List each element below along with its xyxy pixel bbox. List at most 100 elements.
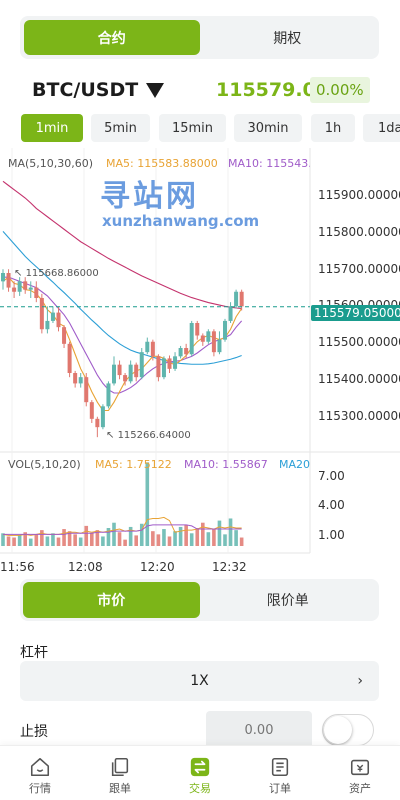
candle-body [78, 377, 83, 384]
candle-body [184, 348, 189, 355]
timeframe-5min[interactable]: 5min [91, 114, 150, 142]
vol-ma5-line [2, 516, 242, 536]
watermark-url: xunzhanwang.com [102, 212, 260, 230]
tab-limit-order[interactable]: 限价单 [266, 593, 309, 609]
y-tick-label: 115800.00000 [318, 225, 400, 239]
bottom-nav: 行情 跟单 交易 订单 资产 [0, 745, 400, 800]
candle-body [45, 320, 50, 330]
leverage-selector[interactable]: 1X › [20, 661, 379, 701]
timeframe-1day[interactable]: 1da [363, 114, 400, 142]
candle-body [156, 356, 161, 378]
candle-body [39, 298, 44, 330]
kline-chart[interactable] [0, 148, 400, 578]
volume-bar [212, 529, 216, 546]
y-tick-label: 115400.00000 [318, 372, 400, 386]
ma5-legend: MA5: 115583.88000 [106, 157, 218, 170]
ma10-line [3, 276, 243, 394]
volume-bar [162, 529, 166, 546]
candle-body [6, 273, 11, 288]
candle-body [89, 402, 94, 419]
vol-legend-label: VOL(5,10,20) [8, 458, 81, 471]
candle-body [117, 364, 122, 376]
tab-market-order[interactable]: 市价 [23, 582, 200, 618]
volume-bar [134, 535, 138, 546]
stop-loss-toggle[interactable] [322, 714, 374, 746]
chevron-right-icon: › [357, 673, 363, 689]
nav-market[interactable]: 行情 [0, 746, 80, 800]
candle-body [73, 373, 78, 384]
volume-bar [184, 524, 188, 546]
nav-label: 订单 [269, 782, 291, 795]
volume-bar [23, 532, 27, 546]
timeframe-bar: 1min 5min 15min 30min 1h 1da [0, 114, 400, 142]
candle-body [206, 331, 211, 342]
volume-bar [223, 534, 227, 546]
y-tick-label: 115300.00000 [318, 409, 400, 423]
nav-copytrade[interactable]: 跟单 [80, 746, 160, 800]
volume-bar [56, 537, 61, 546]
nav-label: 跟单 [109, 782, 131, 795]
volume-bar [195, 528, 200, 546]
nav-label: 交易 [189, 782, 211, 795]
candle-body [234, 291, 239, 307]
candle-body [239, 291, 244, 307]
candle-body [56, 312, 61, 328]
vol-tick-label: 4.00 [318, 498, 345, 512]
ma60-line [2, 180, 242, 309]
candle-body [217, 339, 222, 353]
volume-bar [78, 537, 83, 546]
nav-trade[interactable]: 交易 [160, 746, 240, 800]
candle-body [100, 406, 105, 428]
stop-loss-label: 止损 [20, 724, 48, 740]
y-tick-label: 115700.00000 [318, 262, 400, 276]
candle-body [95, 418, 100, 428]
timeframe-30min[interactable]: 30min [234, 114, 302, 142]
high-price-value: 115668.86000 [25, 268, 99, 279]
volume-bar [201, 522, 205, 546]
y-tick-label: 115900.00000 [318, 188, 400, 202]
tab-options[interactable]: 期权 [273, 30, 302, 47]
x-tick-label: 12:20 [140, 560, 175, 574]
volume-bar [67, 531, 72, 546]
candle-body [173, 356, 178, 369]
vol-ma10-legend: MA10: 1.55867 [184, 458, 268, 471]
copy-icon [111, 757, 129, 777]
ma-legend-label: MA(5,10,30,60) [8, 157, 94, 170]
timeframe-1h[interactable]: 1h [311, 114, 355, 142]
vol-ma20-legend: MA20 [279, 458, 311, 471]
tab-contract[interactable]: 合约 [24, 20, 200, 55]
volume-bar [40, 530, 44, 546]
timeframe-15min[interactable]: 15min [159, 114, 226, 142]
price-change-badge: 0.00% [310, 77, 370, 103]
candle-body [145, 341, 150, 353]
candle-body [167, 358, 172, 369]
low-price-value: 115266.64000 [117, 430, 191, 441]
volume-bar [156, 534, 161, 546]
nav-assets[interactable]: 资产 [320, 746, 400, 800]
swap-icon [190, 757, 210, 777]
ma5-line [2, 276, 243, 412]
volume-bar [117, 532, 122, 546]
volume-bar [28, 538, 33, 546]
pair-selector[interactable]: BTC/USDT [32, 79, 165, 101]
vol-ma10-line [3, 524, 242, 535]
nav-label: 资产 [349, 782, 371, 795]
candle-body [161, 358, 166, 378]
x-tick-label: 12:32 [212, 560, 247, 574]
pair-header: BTC/USDT 115579.05 0.00% [0, 74, 400, 110]
last-price: 115579.05 [216, 79, 329, 101]
volume-bar [90, 533, 94, 546]
volume-bar [167, 536, 172, 546]
nav-orders[interactable]: 订单 [240, 746, 320, 800]
candle-body [1, 273, 5, 282]
caret-down-icon [146, 82, 165, 98]
volume-bar [178, 526, 183, 546]
volume-bar [239, 537, 244, 546]
timeframe-1min[interactable]: 1min [21, 114, 83, 142]
volume-bar [128, 526, 133, 546]
candle-body [228, 306, 233, 321]
candle-body [128, 364, 133, 382]
volume-bar [173, 531, 177, 546]
stop-loss-input[interactable] [206, 711, 312, 749]
volume-bar [12, 537, 16, 546]
